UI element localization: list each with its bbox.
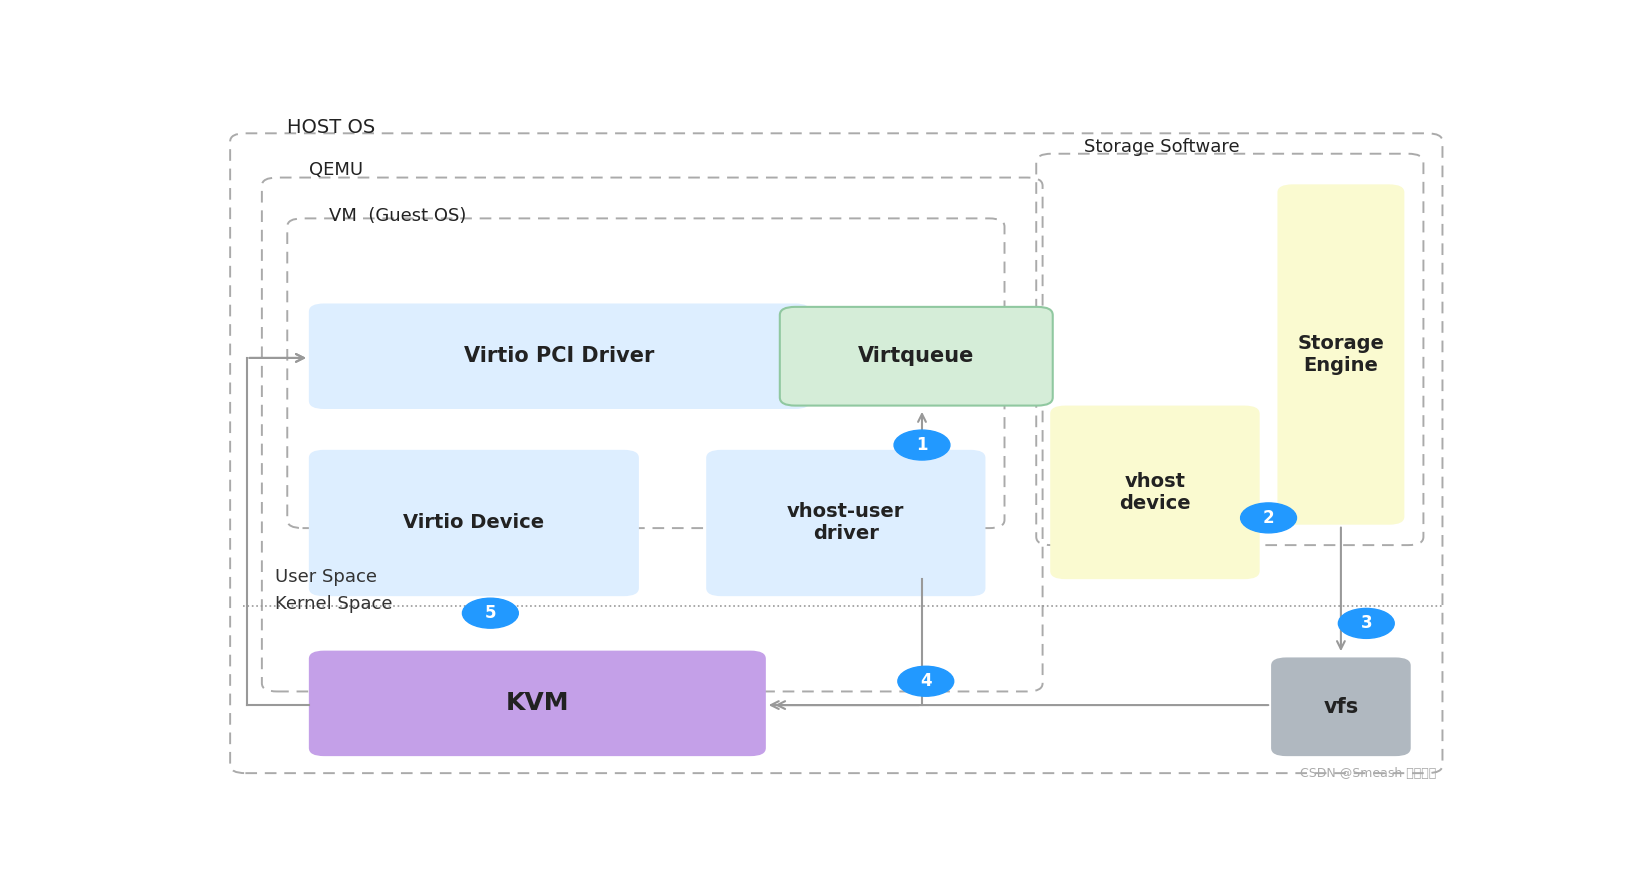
- Text: CSDN @Smeash 超越统合: CSDN @Smeash 超越统合: [1301, 767, 1437, 780]
- Text: User Space: User Space: [275, 568, 377, 586]
- FancyBboxPatch shape: [780, 307, 1053, 406]
- Circle shape: [894, 431, 950, 460]
- Text: 2: 2: [1263, 509, 1274, 527]
- Text: HOST OS: HOST OS: [287, 118, 375, 137]
- Text: vhost
device: vhost device: [1119, 472, 1191, 513]
- FancyBboxPatch shape: [310, 303, 811, 409]
- Text: Storage Software: Storage Software: [1084, 138, 1240, 156]
- Circle shape: [898, 667, 953, 697]
- FancyBboxPatch shape: [310, 651, 767, 756]
- FancyBboxPatch shape: [1271, 658, 1410, 756]
- Text: Virtio PCI Driver: Virtio PCI Driver: [465, 347, 655, 366]
- Text: 5: 5: [485, 604, 496, 622]
- Text: vhost-user
driver: vhost-user driver: [788, 502, 904, 544]
- FancyBboxPatch shape: [1050, 406, 1260, 579]
- Text: Storage
Engine: Storage Engine: [1297, 334, 1384, 375]
- Text: Virtqueue: Virtqueue: [858, 347, 975, 366]
- Text: VM  (Guest OS): VM (Guest OS): [329, 207, 467, 225]
- Text: KVM: KVM: [506, 691, 568, 715]
- FancyBboxPatch shape: [310, 450, 639, 596]
- Circle shape: [1240, 503, 1296, 533]
- Text: QEMU: QEMU: [310, 161, 364, 179]
- Text: 4: 4: [921, 672, 932, 690]
- FancyBboxPatch shape: [706, 450, 986, 596]
- Text: vfs: vfs: [1324, 697, 1358, 717]
- Circle shape: [462, 598, 518, 629]
- Circle shape: [1338, 608, 1394, 638]
- FancyBboxPatch shape: [1278, 185, 1404, 525]
- Text: Virtio Device: Virtio Device: [403, 514, 544, 532]
- Text: 3: 3: [1361, 614, 1373, 632]
- Text: Kernel Space: Kernel Space: [275, 595, 391, 613]
- Text: 1: 1: [916, 436, 927, 454]
